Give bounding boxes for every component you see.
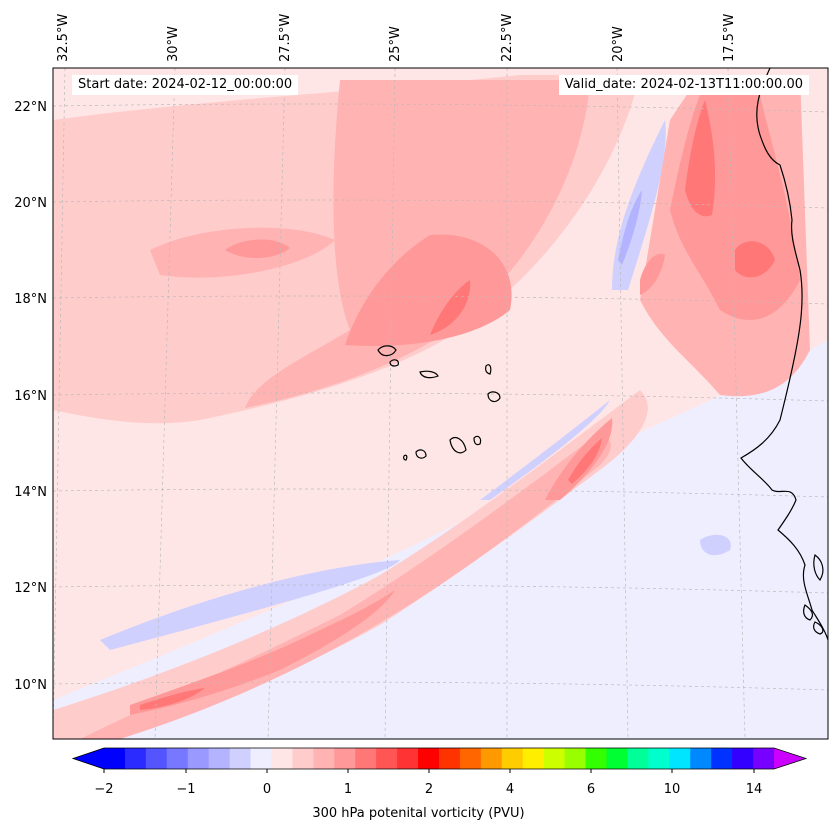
colorbar-swatch — [104, 748, 126, 769]
colorbar-swatch — [397, 748, 419, 769]
colorbar-swatch — [208, 748, 231, 769]
lat-label: 10°N — [14, 678, 47, 693]
valid-date-label: Valid_date: 2024-02-13T11:00:00.00 — [558, 75, 809, 95]
lat-label: 14°N — [14, 485, 47, 500]
graticule — [53, 68, 828, 739]
start-date-label: Start date: 2024-02-12_00:00:00 — [72, 75, 299, 95]
lon-label: 32.5°W — [56, 14, 71, 62]
pv-negative-east-patch — [700, 534, 731, 556]
pv-positive-sw-core — [130, 590, 395, 715]
colorbar-swatch — [418, 748, 440, 769]
colorbar-swatch — [543, 748, 566, 769]
colorbar-swatch — [732, 748, 754, 769]
pv-negative-vertical-core — [618, 190, 642, 265]
colorbar-swatch — [439, 748, 461, 769]
colorbar-tick-labels: −2 −1 0 1 2 4 6 10 14 — [94, 782, 762, 797]
pv-positive-east-small — [640, 253, 665, 295]
colorbar-extend-low — [73, 748, 104, 769]
colorbar-tick-label: 0 — [263, 782, 271, 797]
pv-positive-sw-inner — [80, 436, 611, 739]
lon-label: 25°W — [388, 26, 403, 62]
longitude-labels: 32.5°W 30°W 27.5°W 25°W 22.5°W 20°W 17.5… — [56, 14, 737, 62]
colorbar-swatch — [166, 748, 189, 769]
lon-label: 30°W — [166, 26, 181, 62]
lat-label: 12°N — [14, 581, 47, 596]
pv-positive-mid-max — [568, 438, 602, 484]
colorbar — [71, 747, 808, 773]
pv-positive-mid-core — [545, 418, 613, 500]
lon-label: 22.5°W — [500, 14, 515, 62]
colorbar-tick-label: 4 — [506, 782, 514, 797]
pv-positive-west-core — [225, 239, 290, 259]
africa-coast — [740, 68, 828, 641]
lon-label: 20°W — [611, 26, 626, 62]
colorbar-swatch — [627, 748, 649, 769]
lat-label: 22°N — [14, 100, 47, 115]
colorbar-swatch — [522, 748, 545, 769]
colorbar-tick-label: 2 — [425, 782, 433, 797]
colorbar-tick-label: −2 — [94, 782, 113, 797]
colorbar-swatch — [753, 748, 775, 769]
map-frame — [52, 67, 829, 740]
colorbar-swatch — [376, 748, 398, 769]
colorbar-extend-high — [774, 748, 806, 769]
lat-label: 20°N — [14, 196, 47, 211]
colorbar-swatch — [124, 748, 147, 769]
colorbar-tick-label: 6 — [587, 782, 595, 797]
colorbar-swatch — [585, 748, 607, 769]
colorbar-swatch — [145, 748, 168, 769]
colorbar-swatch — [250, 748, 272, 769]
lon-label: 17.5°W — [722, 14, 737, 62]
pv-positive-east-max-2 — [735, 241, 775, 278]
colorbar-swatch — [648, 748, 670, 769]
coastlines — [377, 68, 828, 641]
pv-negative-band-south-inner — [100, 560, 400, 650]
colorbar-swatch — [690, 748, 712, 769]
colorbar-swatch — [564, 748, 587, 769]
lat-label: 18°N — [14, 292, 47, 307]
pv-positive-sw-band — [53, 390, 648, 739]
colorbar-swatch — [669, 748, 691, 769]
colorbar-swatch — [501, 748, 524, 769]
colorbar-swatch — [606, 748, 628, 769]
colorbar-swatch — [313, 748, 335, 769]
lat-label: 16°N — [14, 389, 47, 404]
colorbar-swatch — [480, 748, 503, 769]
colorbar-swatch — [334, 748, 356, 769]
colorbar-swatch — [229, 748, 252, 769]
colorbar-swatch — [271, 748, 293, 769]
colorbar-swatch — [292, 748, 314, 769]
colorbar-tick-label: 1 — [344, 782, 352, 797]
pv-field — [53, 68, 828, 739]
latitude-labels: 22°N 20°N 18°N 16°N 14°N 12°N 10°N — [14, 100, 47, 693]
colorbar-tick-label: −1 — [176, 782, 195, 797]
cape-verde-islands — [377, 345, 397, 357]
pv-positive-tongue-max — [430, 280, 471, 335]
colorbar-title: 300 hPa potenital vorticity (PVU) — [312, 806, 525, 821]
pv-positive-east-max — [685, 100, 716, 217]
colorbar-swatch — [711, 748, 733, 769]
colorbar-tick-label: 10 — [664, 782, 681, 797]
colorbar-swatch — [187, 748, 210, 769]
colorbar-tick-label: 14 — [746, 782, 763, 797]
lon-label: 27.5°W — [278, 14, 293, 62]
colorbar-swatch — [355, 748, 377, 769]
colorbar-swatch — [459, 748, 482, 769]
pv-positive-tongue-core — [345, 234, 512, 346]
